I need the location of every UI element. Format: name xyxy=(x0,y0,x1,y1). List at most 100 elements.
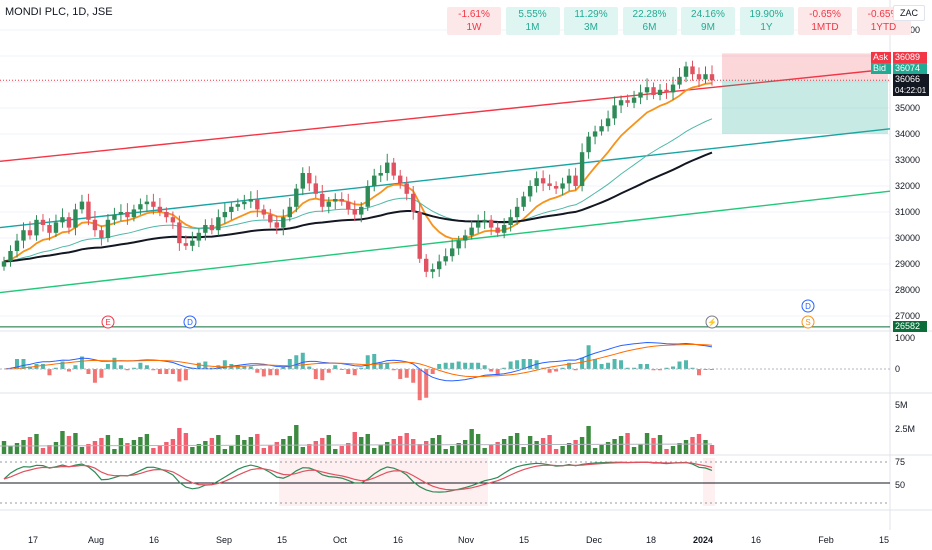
candle-body xyxy=(209,225,215,231)
candle-body xyxy=(14,240,20,251)
volume-bar xyxy=(294,425,299,454)
macd-histogram-bar xyxy=(528,359,533,369)
volume-bar xyxy=(53,442,59,454)
candle-body xyxy=(372,175,377,186)
volume-bar xyxy=(183,433,189,454)
volume-bar xyxy=(605,442,611,454)
macd-histogram-bar xyxy=(21,359,26,369)
macd-histogram-bar xyxy=(333,365,338,369)
event-badge xyxy=(705,315,719,329)
macd-histogram-bar xyxy=(144,365,149,369)
perf-chip-1y[interactable]: 19.90% 1Y xyxy=(739,7,794,35)
volume-bar xyxy=(333,449,338,454)
volume-bar xyxy=(670,446,676,454)
volume-bar xyxy=(618,436,624,454)
perf-value: 19.90% xyxy=(749,9,784,20)
candle-body xyxy=(359,206,364,215)
candle-body xyxy=(138,204,143,210)
volume-bar xyxy=(125,443,130,454)
volume-bar xyxy=(482,448,487,454)
macd-histogram-bar xyxy=(606,362,611,369)
macd-histogram-bar xyxy=(47,369,52,376)
candle-body xyxy=(99,230,104,238)
volume-bar xyxy=(638,444,643,454)
volume-bar xyxy=(151,448,156,454)
volume-bar xyxy=(417,444,422,454)
price-tick-label: 27000 xyxy=(895,311,920,321)
ema-slow-line xyxy=(3,151,713,263)
volume-bar xyxy=(66,436,72,454)
macd-histogram-bar xyxy=(495,369,500,376)
candle-body xyxy=(333,199,338,202)
volume-bar xyxy=(449,446,455,454)
macd-histogram-bar xyxy=(489,369,494,372)
volume-bar xyxy=(203,441,208,454)
volume-bar xyxy=(365,434,370,454)
macd-histogram-bar xyxy=(118,365,123,369)
time-tick-label: Nov xyxy=(458,535,475,545)
volume-bar xyxy=(131,440,137,454)
volume-bar xyxy=(144,434,150,454)
volume-bar xyxy=(592,448,598,454)
macd-histogram-bar xyxy=(690,367,695,369)
time-tick-label: 15 xyxy=(519,535,529,545)
volume-bar xyxy=(495,442,500,454)
volume-bar xyxy=(307,444,312,454)
candle-body xyxy=(190,240,195,246)
macd-histogram-bar xyxy=(261,369,266,377)
candle-body xyxy=(599,126,604,132)
macd-histogram-bar xyxy=(671,366,676,369)
event-letter: ⚡ xyxy=(707,317,717,327)
teal-channel-line xyxy=(0,128,891,229)
perf-chip-9m[interactable]: 24.16% 9M xyxy=(681,7,735,35)
perf-chip-3m[interactable]: 11.29% 3M xyxy=(564,7,618,35)
candle-body xyxy=(339,199,344,202)
candle-body xyxy=(326,201,331,207)
volume-bar xyxy=(92,441,98,454)
macd-histogram-bar xyxy=(567,362,572,369)
perf-period: 1W xyxy=(466,22,482,33)
currency-button[interactable]: ZAC xyxy=(893,5,925,21)
price-tick-label: 28000 xyxy=(895,285,920,295)
candle-body xyxy=(300,173,305,189)
macd-histogram-bar xyxy=(235,365,240,369)
last-price-tag: 36066 04:22:01 xyxy=(893,74,929,96)
volume-bar xyxy=(683,440,689,454)
perf-value: -0.65% xyxy=(809,9,841,20)
ema-fast-line xyxy=(3,82,713,263)
macd-histogram-bar xyxy=(677,361,682,369)
candle-body xyxy=(404,183,409,194)
moving-averages xyxy=(3,82,713,263)
candle-body xyxy=(430,269,435,272)
candle-body xyxy=(164,212,169,218)
perf-chip-6m[interactable]: 22.28% 6M xyxy=(622,7,677,35)
macd-histogram-bar xyxy=(593,359,598,369)
macd-histogram-bar xyxy=(27,366,32,369)
volume-bar xyxy=(612,439,617,454)
osc-d-line xyxy=(3,461,713,491)
candle-body xyxy=(125,212,130,218)
perf-chip-1mtd[interactable]: -0.65% 1MTD xyxy=(798,7,852,35)
macd-histogram-bar xyxy=(469,362,474,369)
candle-body xyxy=(456,240,461,249)
volume-bar xyxy=(534,441,539,454)
time-tick-label: 16 xyxy=(149,535,159,545)
macd-histogram-bar xyxy=(92,369,97,383)
candle-body xyxy=(514,206,520,218)
macd-histogram-bar xyxy=(625,367,630,369)
candle-body xyxy=(183,243,189,246)
candle-body xyxy=(391,162,396,176)
candle-body xyxy=(79,201,85,210)
volume-tick-label: 2.5M xyxy=(895,424,915,434)
volume-bar xyxy=(443,449,448,454)
perf-chip-1m[interactable]: 5.55% 1M xyxy=(505,7,560,35)
volume-bar xyxy=(560,446,565,454)
candle-body xyxy=(690,66,695,75)
candle-body xyxy=(618,100,624,106)
candle-body xyxy=(436,261,442,270)
macd-histogram-bar xyxy=(463,362,468,369)
perf-chip-1w[interactable]: -1.61% 1W xyxy=(447,7,501,35)
candle-body xyxy=(157,206,163,212)
macd-histogram-bar xyxy=(554,369,559,372)
